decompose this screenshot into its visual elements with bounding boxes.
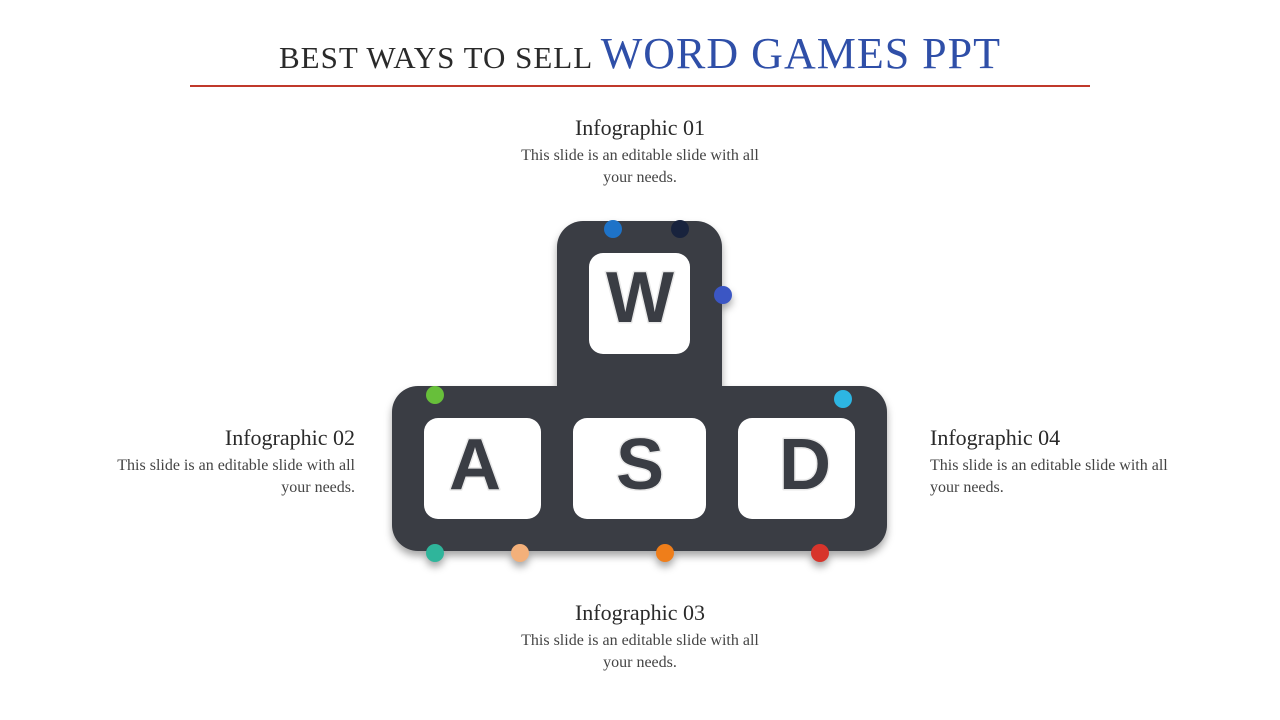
wasd-svg: W A S D [365, 200, 915, 580]
key-s: S [616, 425, 664, 505]
title-part2: WORD GAMES PPT [601, 29, 1001, 78]
decor-dot [511, 544, 529, 562]
infographic-title: Infographic 02 [95, 425, 355, 451]
infographic-title: Infographic 04 [930, 425, 1190, 451]
title-line: BEST WAYS TO SELL WORD GAMES PPT [279, 28, 1001, 79]
decor-dot [604, 220, 622, 238]
infographic-02: Infographic 02 This slide is an editable… [95, 425, 355, 498]
key-a: A [449, 425, 501, 505]
decor-dot [811, 544, 829, 562]
decor-dot [714, 286, 732, 304]
infographic-title: Infographic 01 [510, 115, 770, 141]
decor-dot [426, 386, 444, 404]
decor-dot [834, 390, 852, 408]
infographic-03: Infographic 03 This slide is an editable… [510, 600, 770, 673]
infographic-04: Infographic 04 This slide is an editable… [930, 425, 1190, 498]
slide-title: BEST WAYS TO SELL WORD GAMES PPT [0, 28, 1280, 87]
infographic-title: Infographic 03 [510, 600, 770, 626]
title-underline [190, 85, 1090, 87]
decor-dot [426, 544, 444, 562]
infographic-desc: This slide is an editable slide with all… [510, 145, 770, 188]
decor-dot [671, 220, 689, 238]
infographic-desc: This slide is an editable slide with all… [930, 455, 1190, 498]
decor-dot [656, 544, 674, 562]
key-d: D [779, 425, 831, 505]
infographic-desc: This slide is an editable slide with all… [510, 630, 770, 673]
wasd-keyboard-icon: W A S D [365, 200, 915, 580]
title-part1: BEST WAYS TO SELL [279, 40, 601, 75]
slide: BEST WAYS TO SELL WORD GAMES PPT Infogra… [0, 0, 1280, 720]
infographic-desc: This slide is an editable slide with all… [95, 455, 355, 498]
key-w: W [606, 258, 674, 338]
infographic-01: Infographic 01 This slide is an editable… [510, 115, 770, 188]
